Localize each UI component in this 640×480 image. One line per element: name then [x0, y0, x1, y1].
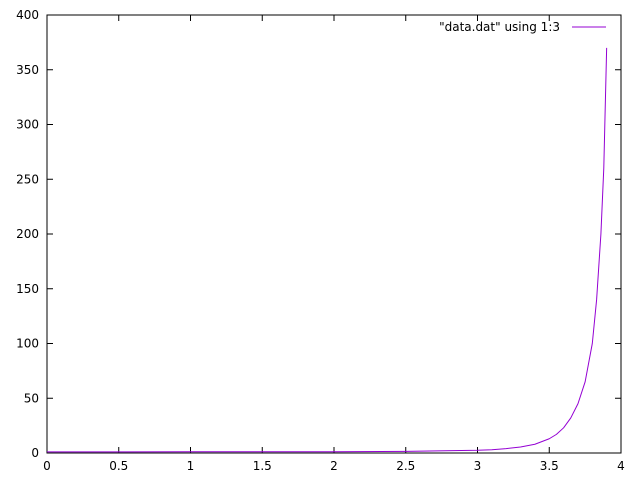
x-axis: 0 0.5 1 1.5 2 2.5 3 3.5 4: [43, 15, 625, 473]
series-line-0: [47, 47, 608, 453]
y-tick-label: 0: [31, 446, 39, 460]
y-tick-label: 50: [24, 391, 39, 405]
y-axis: 0 50 100 150 200 250 300 350 400: [16, 8, 621, 460]
plot-frame: [46, 14, 622, 454]
y-tick-label: 400: [16, 8, 39, 22]
y-tick-label: 200: [16, 227, 39, 241]
x-tick-label: 3: [474, 459, 482, 473]
y-tick-label: 300: [16, 118, 39, 132]
x-tick-label: 1.5: [253, 459, 272, 473]
x-tick-label: 2: [330, 459, 338, 473]
y-tick-label: 350: [16, 63, 39, 77]
x-tick-label: 0.5: [109, 459, 128, 473]
x-tick-label: 4: [617, 459, 625, 473]
x-tick-label: 1: [187, 459, 195, 473]
x-tick-label: 0: [43, 459, 51, 473]
y-tick-label: 150: [16, 282, 39, 296]
x-tick-label: 3.5: [540, 459, 559, 473]
legend-label: "data.dat" using 1:3: [439, 20, 560, 34]
legend: "data.dat" using 1:3: [439, 20, 606, 34]
y-tick-label: 250: [16, 172, 39, 186]
y-tick-label: 100: [16, 337, 39, 351]
x-tick-label: 2.5: [396, 459, 415, 473]
series-layer: [47, 47, 608, 453]
